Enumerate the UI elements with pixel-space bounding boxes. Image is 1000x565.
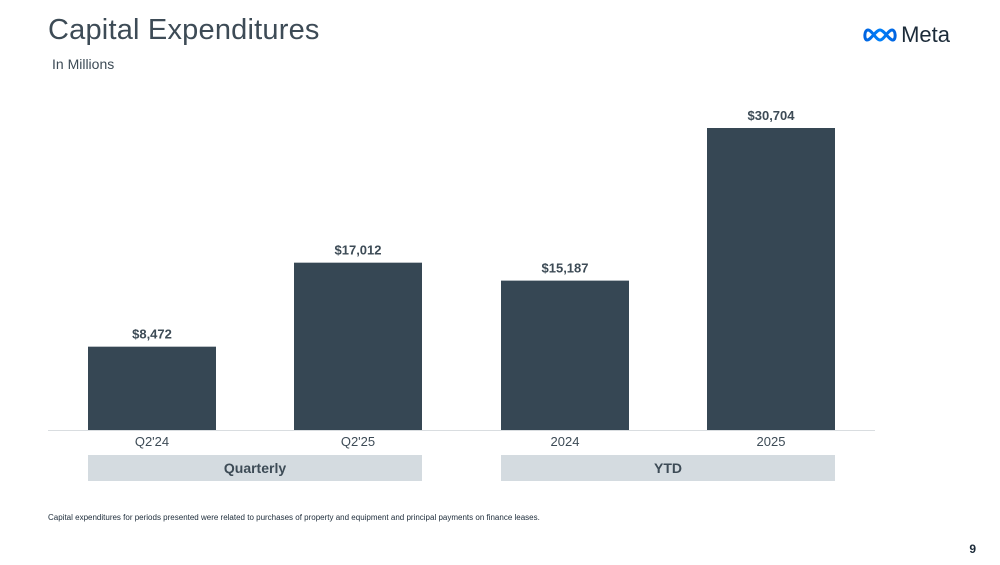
data-label-0: $8,472 xyxy=(132,327,172,342)
meta-logo-text: Meta xyxy=(901,22,950,47)
capex-bar-chart: $8,472 Q2'24 $17,012 Q2'25 $15,187 2024 $30,70… xyxy=(48,108,875,481)
meta-logo: Meta xyxy=(863,22,950,48)
page-title: Capital Expenditures xyxy=(48,14,320,46)
bar-2 xyxy=(501,280,629,430)
group-label-ytd: YTD xyxy=(654,460,682,476)
x-tick-label-2: 2024 xyxy=(551,434,580,449)
data-label-2: $15,187 xyxy=(542,261,589,276)
x-tick-label-1: Q2'25 xyxy=(341,434,375,449)
meta-infinity-icon xyxy=(863,28,897,42)
group-band-quarterly xyxy=(88,455,422,481)
data-label-3: $30,704 xyxy=(748,108,796,123)
x-tick-label-0: Q2'24 xyxy=(135,434,169,449)
bar-1 xyxy=(294,262,422,430)
bar-0 xyxy=(88,346,216,430)
data-label-1: $17,012 xyxy=(335,243,382,258)
page-number: 9 xyxy=(969,542,976,556)
page-subtitle: In Millions xyxy=(52,56,115,72)
bar-3 xyxy=(707,128,835,430)
group-band-ytd xyxy=(501,455,835,481)
group-label-quarterly: Quarterly xyxy=(224,460,286,476)
x-tick-label-3: 2025 xyxy=(757,434,786,449)
footnote: Capital expenditures for periods present… xyxy=(48,513,540,522)
